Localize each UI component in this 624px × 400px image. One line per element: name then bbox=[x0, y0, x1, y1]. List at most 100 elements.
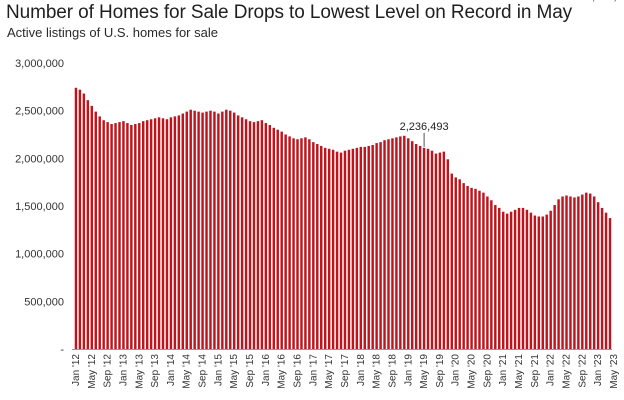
bar bbox=[114, 123, 117, 349]
bar bbox=[585, 192, 588, 349]
bar bbox=[474, 188, 477, 349]
bar bbox=[375, 143, 378, 349]
bar bbox=[197, 111, 200, 350]
x-tick-label: Jan '19 bbox=[403, 354, 414, 386]
x-tick-label: Sep '17 bbox=[340, 354, 351, 388]
x-tick-label: Sep '14 bbox=[198, 354, 209, 388]
bar bbox=[193, 110, 196, 349]
x-tick-label: May '18 bbox=[372, 354, 383, 389]
bar bbox=[122, 121, 125, 350]
bar bbox=[304, 137, 307, 349]
x-tick-label: May '14 bbox=[182, 354, 193, 389]
bar bbox=[462, 183, 465, 349]
x-tick-label: Jan '20 bbox=[451, 354, 462, 386]
bar bbox=[236, 115, 240, 350]
bar bbox=[379, 142, 382, 349]
x-tick-label: Jan '21 bbox=[498, 354, 509, 386]
bar bbox=[387, 139, 390, 349]
bar bbox=[608, 218, 612, 349]
x-tick-label: May '17 bbox=[324, 354, 335, 389]
x-tick-label: May '12 bbox=[87, 354, 98, 389]
bar bbox=[577, 196, 580, 349]
bar bbox=[94, 111, 97, 350]
bar bbox=[454, 177, 457, 349]
bar bbox=[142, 121, 145, 350]
annotations: 2,236,493 1,373,089 bbox=[400, 0, 624, 147]
bar bbox=[501, 211, 505, 349]
bar bbox=[284, 134, 287, 349]
bar bbox=[573, 197, 576, 349]
bar bbox=[248, 121, 252, 350]
y-tick-label: 2,500,000 bbox=[15, 106, 64, 118]
bar bbox=[486, 196, 489, 349]
x-tick-label: Sep '20 bbox=[482, 354, 493, 388]
bar bbox=[537, 216, 541, 349]
x-tick-label: Sep '22 bbox=[577, 354, 588, 388]
x-tick-label: Sep '15 bbox=[245, 354, 256, 388]
bar bbox=[589, 193, 592, 349]
bar bbox=[414, 144, 418, 349]
bar bbox=[403, 135, 406, 349]
bar bbox=[134, 124, 137, 349]
x-tick-label: Sep '16 bbox=[293, 354, 304, 388]
bar bbox=[418, 145, 422, 349]
bar bbox=[320, 145, 323, 349]
y-tick-label: 1,500,000 bbox=[15, 201, 64, 213]
x-tick-label: May '20 bbox=[467, 354, 478, 389]
bar bbox=[442, 151, 446, 349]
bar bbox=[149, 119, 153, 349]
bar bbox=[296, 139, 299, 349]
x-tick-label: Jan '16 bbox=[261, 354, 272, 386]
bar bbox=[185, 111, 188, 350]
bar bbox=[252, 122, 256, 349]
bar bbox=[513, 209, 517, 349]
bar bbox=[161, 118, 165, 349]
bar bbox=[312, 142, 315, 349]
bar bbox=[331, 149, 335, 349]
bar bbox=[498, 207, 501, 349]
x-tick-label: Jan '14 bbox=[166, 354, 177, 386]
x-tick-label: Sep '21 bbox=[530, 354, 541, 388]
x-tick-label: Sep '18 bbox=[387, 354, 398, 388]
bar bbox=[300, 138, 303, 349]
bar bbox=[371, 144, 374, 349]
bar bbox=[256, 121, 260, 350]
bar bbox=[363, 146, 366, 349]
bar bbox=[505, 213, 509, 349]
bar bbox=[600, 207, 604, 349]
annotation-label: 2,236,493 bbox=[400, 121, 449, 133]
x-tick-label: May '16 bbox=[277, 354, 288, 389]
bar bbox=[391, 138, 394, 349]
bar bbox=[240, 117, 244, 349]
x-tick-label: Jan '23 bbox=[593, 354, 604, 386]
bar bbox=[569, 196, 572, 349]
bar bbox=[288, 136, 291, 349]
bar bbox=[490, 200, 493, 349]
bar bbox=[482, 192, 485, 349]
bar bbox=[359, 146, 363, 349]
x-tick-label: May '15 bbox=[229, 354, 240, 389]
bar bbox=[509, 211, 513, 349]
bar bbox=[316, 144, 319, 349]
bar bbox=[86, 100, 90, 350]
bar bbox=[561, 196, 564, 349]
bar bbox=[351, 148, 355, 349]
chart-subtitle: Active listings of U.S. homes for sale bbox=[7, 25, 218, 40]
bar bbox=[165, 119, 169, 349]
x-tick-label: Jan '22 bbox=[546, 354, 557, 386]
bar bbox=[430, 150, 434, 349]
bar bbox=[268, 124, 272, 349]
bar bbox=[494, 205, 497, 349]
bar bbox=[581, 194, 584, 349]
bar bbox=[145, 120, 149, 349]
bar bbox=[126, 123, 129, 349]
bar bbox=[557, 199, 560, 349]
bar bbox=[355, 147, 359, 349]
bar bbox=[407, 138, 410, 349]
bar bbox=[308, 139, 311, 349]
bar bbox=[276, 129, 279, 349]
bar bbox=[78, 89, 82, 349]
bar bbox=[225, 109, 228, 350]
y-axis: - 500,000 1,000,000 1,500,000 2,000,000 2,500… bbox=[15, 58, 64, 356]
